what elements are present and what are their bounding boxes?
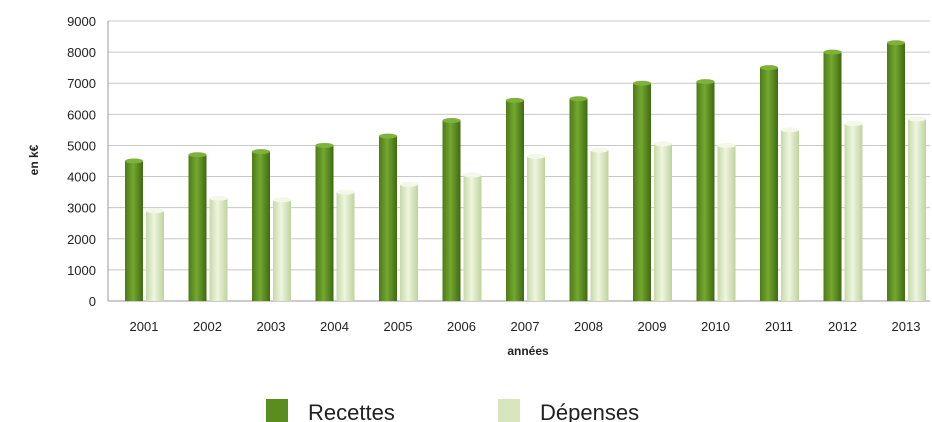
bar-recettes-2007 (506, 100, 524, 301)
x-tick-label: 2009 (638, 319, 667, 334)
y-tick-label: 3000 (67, 201, 96, 216)
bar-recettes-2011 (760, 67, 778, 302)
legend-swatch-recettes (266, 399, 288, 422)
bar-top-recettes-2003 (252, 149, 270, 155)
x-tick-label: 2007 (511, 319, 540, 334)
bar-top-recettes-2005 (379, 133, 397, 139)
x-tick-label: 2004 (320, 319, 349, 334)
bar-recettes-2010 (696, 81, 715, 302)
x-tick-label: 2003 (257, 319, 286, 334)
bar-top-recettes-2009 (633, 80, 651, 86)
bar-recettes-2008 (569, 98, 588, 302)
bar-top-depenses-2013 (908, 116, 926, 122)
bar-top-depenses-2007 (527, 153, 545, 159)
y-tick-label: 2000 (67, 232, 96, 247)
bar-depenses-2002 (209, 198, 228, 301)
bar-depenses-2004 (336, 192, 355, 301)
bar-top-depenses-2011 (781, 127, 799, 133)
bar-recettes-2006 (442, 120, 461, 301)
legend-label-recettes: Recettes (308, 400, 395, 422)
y-tick-label: 5000 (67, 138, 96, 153)
bar-top-depenses-2012 (844, 121, 863, 127)
y-tick-label: 6000 (67, 107, 96, 122)
bar-top-depenses-2010 (717, 142, 736, 148)
x-tick-label: 2001 (130, 319, 159, 334)
bars (125, 40, 926, 302)
x-tick-label: 2010 (701, 319, 730, 334)
bar-depenses-2007 (527, 156, 545, 301)
bar-top-recettes-2010 (696, 79, 715, 85)
y-tick-label: 7000 (67, 76, 96, 91)
bar-top-recettes-2012 (823, 49, 842, 55)
bar-top-recettes-2006 (442, 118, 461, 124)
bar-depenses-2001 (146, 210, 164, 301)
bar-depenses-2013 (908, 119, 926, 301)
x-tick-label: 2013 (892, 319, 921, 334)
bar-top-recettes-2002 (188, 152, 207, 158)
bar-depenses-2003 (273, 199, 291, 301)
bar-top-depenses-2004 (336, 189, 355, 195)
tick-labels: 0 1000 2000 3000 4000 5000 6000 7000 8000 9000 200… (67, 14, 920, 334)
bar-recettes-2005 (379, 136, 397, 301)
bar-top-depenses-2005 (400, 181, 418, 187)
bar-top-recettes-2008 (569, 96, 588, 102)
bar-top-depenses-2002 (209, 195, 228, 201)
y-tick-label: 4000 (67, 170, 96, 185)
bar-top-recettes-2013 (887, 40, 905, 46)
x-tick-label: 2006 (447, 319, 476, 334)
bar-recettes-2004 (315, 145, 334, 301)
bar-recettes-2009 (633, 83, 651, 301)
bar-recettes-2012 (823, 52, 842, 301)
legend-label-depenses: Dépenses (540, 400, 639, 422)
bar-depenses-2009 (654, 143, 672, 301)
y-axis-title: en k€ (27, 144, 41, 175)
bar-top-depenses-2006 (463, 172, 482, 178)
x-tick-label: 2011 (765, 319, 793, 334)
x-tick-label: 2008 (574, 319, 603, 334)
bar-depenses-2005 (400, 184, 418, 301)
x-tick-label: 2005 (384, 319, 413, 334)
bar-recettes-2013 (887, 42, 905, 302)
x-tick-label: 2012 (828, 319, 857, 334)
bar-depenses-2008 (590, 150, 609, 301)
bar-top-depenses-2003 (273, 197, 291, 203)
bar-depenses-2011 (781, 129, 799, 301)
bar-top-recettes-2001 (125, 158, 143, 164)
bar-top-depenses-2001 (146, 208, 164, 214)
y-tick-label: 8000 (67, 45, 96, 60)
bar-recettes-2001 (125, 161, 143, 301)
legend-swatch-depenses (498, 399, 520, 422)
bar-top-depenses-2008 (590, 147, 609, 153)
bar-top-depenses-2009 (654, 141, 672, 147)
y-tick-label: 9000 (67, 14, 96, 29)
x-tick-label: 2002 (193, 319, 222, 334)
legend: Recettes Dépenses (266, 399, 639, 422)
y-tick-label: 1000 (67, 263, 96, 278)
bar-depenses-2006 (463, 175, 482, 301)
x-axis-title: années (507, 344, 549, 358)
bar-top-recettes-2011 (760, 65, 778, 71)
y-tick-label: 0 (89, 294, 96, 309)
bar-top-recettes-2004 (315, 142, 334, 148)
bar-depenses-2010 (717, 145, 736, 301)
bar-depenses-2012 (844, 123, 863, 302)
bar-recettes-2003 (252, 151, 270, 301)
bar-recettes-2002 (188, 154, 207, 301)
bar-top-recettes-2007 (506, 97, 524, 103)
